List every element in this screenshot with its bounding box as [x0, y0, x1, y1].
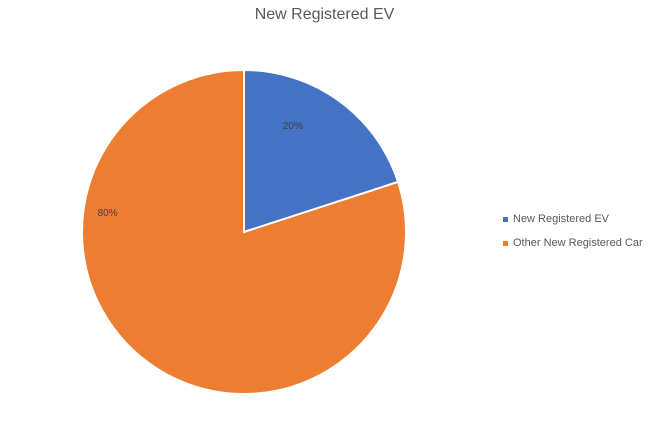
legend-item-ev: New Registered EV — [503, 211, 643, 227]
slice-ev — [243, 68, 400, 234]
data-label-other: 80% — [98, 208, 118, 219]
legend-item-other: Other New Registered Car — [503, 235, 643, 251]
legend-label-ev: New Registered EV — [513, 213, 609, 225]
legend: New Registered EV Other New Registered C… — [503, 211, 643, 259]
legend-swatch-ev — [503, 216, 508, 222]
legend-swatch-other — [503, 240, 508, 246]
slice-other — [81, 68, 407, 395]
chart-title: New Registered EV — [254, 6, 395, 23]
data-label-ev: 20% — [283, 121, 303, 132]
legend-label-other: Other New Registered Car — [513, 237, 643, 249]
